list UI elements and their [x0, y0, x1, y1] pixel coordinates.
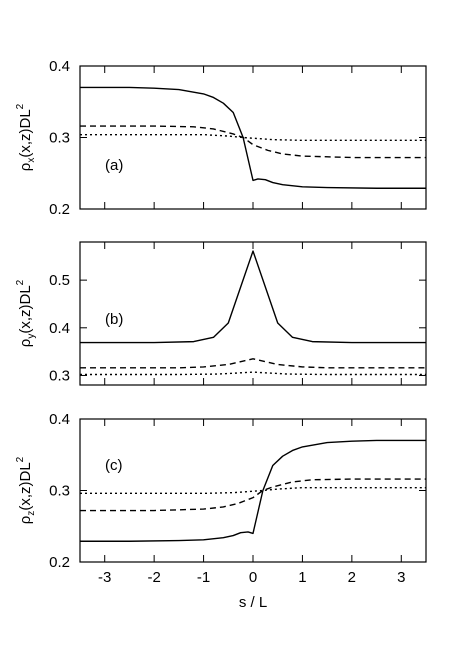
- x-tick-label: 1: [298, 569, 306, 586]
- y-tick-label: 0.3: [49, 483, 70, 500]
- x-tick-label: 2: [348, 569, 356, 586]
- panel-b: 0.3 0.4 0.5 ρy(x,z)DL2 (b): [15, 241, 427, 386]
- y-axis-label: ρx(x,z)DL2: [15, 103, 37, 171]
- panel-c: -3 -2 -1 0 1 2 3 0.2 0.3 0.4 ρz(x,z)DL2 (c) s / L: [15, 411, 427, 611]
- series-line-solid: [80, 439, 426, 542]
- y-axis-label: ρz(x,z)DL2: [15, 456, 37, 524]
- x-tick-label: 0: [249, 569, 257, 586]
- panel-tag: (b): [105, 311, 123, 328]
- x-tick-label: -3: [98, 569, 111, 586]
- panel-tag: (c): [105, 457, 123, 474]
- series-line-dashed: [80, 478, 426, 512]
- panel-tag: (a): [105, 157, 123, 174]
- series-line-dashed: [80, 358, 426, 369]
- series-line-dotted: [80, 486, 426, 495]
- panel-a: 0.2 0.3 0.4 ρx(x,z)DL2 (a): [15, 58, 427, 218]
- y-tick-label: 0.3: [49, 130, 70, 147]
- y-tick-label: 0.4: [49, 58, 70, 75]
- y-tick-label: 0.4: [49, 320, 70, 337]
- y-tick-label: 0.5: [49, 272, 70, 289]
- y-tick-label: 0.2: [49, 554, 70, 571]
- y-tick-label: 0.4: [49, 411, 70, 428]
- y-tick-label: 0.2: [49, 201, 70, 218]
- series-line-dotted: [80, 371, 426, 376]
- y-axis-label: ρy(x,z)DL2: [15, 279, 37, 347]
- series-line-dotted: [80, 133, 426, 142]
- series-line-dashed: [80, 125, 426, 159]
- x-tick-label: -2: [147, 569, 160, 586]
- plot-frame: [79, 241, 427, 386]
- x-axis-label: s / L: [239, 594, 267, 611]
- x-tick-label: -1: [197, 569, 210, 586]
- series-line-solid: [80, 86, 426, 189]
- x-tick-label: 3: [397, 569, 405, 586]
- series-line-solid: [80, 250, 426, 344]
- y-tick-label: 0.3: [49, 367, 70, 384]
